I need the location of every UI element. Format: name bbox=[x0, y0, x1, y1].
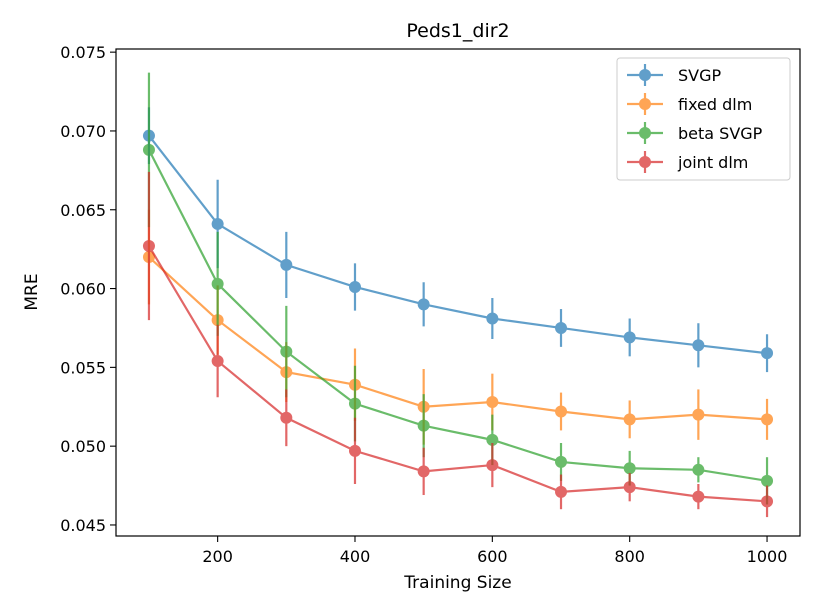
legend-label: SVGP bbox=[678, 66, 722, 85]
data-point bbox=[486, 312, 499, 325]
series-beta-svgp bbox=[142, 72, 774, 505]
data-point bbox=[142, 240, 155, 253]
series-layer bbox=[142, 72, 774, 518]
legend-marker bbox=[627, 151, 663, 173]
data-point bbox=[280, 258, 293, 271]
legend-label: beta SVGP bbox=[678, 124, 763, 143]
data-point bbox=[761, 347, 774, 360]
series-line bbox=[148, 256, 768, 421]
data-point bbox=[692, 490, 705, 503]
data-point bbox=[280, 411, 293, 424]
x-tick-label: 400 bbox=[340, 547, 371, 566]
data-point bbox=[142, 143, 155, 156]
data-point bbox=[280, 345, 293, 358]
data-point bbox=[623, 331, 636, 344]
y-tick-label: 0.060 bbox=[60, 280, 106, 299]
legend-label: fixed dlm bbox=[678, 95, 752, 114]
data-point bbox=[623, 413, 636, 426]
data-point bbox=[417, 419, 430, 432]
plot-frame bbox=[115, 48, 801, 537]
y-tick-label: 0.055 bbox=[60, 358, 106, 377]
chart-title: Peds1_dir2 bbox=[406, 20, 509, 42]
data-point bbox=[417, 298, 430, 311]
legend-point bbox=[639, 69, 651, 81]
data-point bbox=[692, 463, 705, 476]
series-joint-dlm bbox=[142, 171, 774, 518]
data-point bbox=[211, 277, 224, 290]
data-point bbox=[486, 459, 499, 472]
data-point bbox=[211, 355, 224, 368]
data-point bbox=[348, 444, 361, 457]
series-line bbox=[147, 149, 768, 482]
data-point bbox=[211, 217, 224, 230]
legend-point bbox=[639, 127, 651, 139]
legend-label: joint dlm bbox=[677, 153, 748, 172]
legend-frame bbox=[616, 57, 791, 181]
x-axis-label: Training Size bbox=[403, 573, 511, 593]
data-point bbox=[692, 408, 705, 421]
data-point bbox=[555, 321, 568, 334]
legend-item: joint dlm bbox=[627, 151, 748, 173]
y-axis-label: MRE bbox=[22, 273, 42, 310]
data-point bbox=[761, 495, 774, 508]
series-svgp bbox=[142, 107, 774, 373]
data-point bbox=[555, 485, 568, 498]
data-point bbox=[486, 433, 499, 446]
y-tick-label: 0.050 bbox=[60, 437, 106, 456]
x-tick-label: 200 bbox=[202, 547, 233, 566]
y-axis: 0.045 0.050 0.055 0.060 0.065 0.070 0.075 bbox=[60, 43, 116, 535]
data-point bbox=[761, 474, 774, 487]
data-point bbox=[692, 339, 705, 352]
legend-point bbox=[639, 156, 651, 168]
y-tick-label: 0.070 bbox=[60, 122, 106, 141]
x-tick-label: 600 bbox=[477, 547, 508, 566]
data-point bbox=[623, 481, 636, 494]
legend-item: beta SVGP bbox=[627, 122, 763, 144]
legend-point bbox=[639, 98, 651, 110]
y-tick-label: 0.075 bbox=[60, 43, 106, 62]
data-point bbox=[348, 397, 361, 410]
data-point bbox=[623, 462, 636, 475]
legend-item: fixed dlm bbox=[627, 93, 752, 115]
y-tick-label: 0.045 bbox=[60, 516, 106, 535]
series-line bbox=[148, 135, 768, 355]
x-axis: 200 400 600 800 1000 bbox=[202, 536, 787, 566]
legend-marker bbox=[627, 93, 663, 115]
data-point bbox=[486, 396, 499, 409]
legend-item: SVGP bbox=[627, 64, 722, 86]
legend: SVGP fixed dlm beta SVGP joint dlm bbox=[616, 57, 791, 181]
data-point bbox=[348, 280, 361, 293]
legend-marker bbox=[627, 64, 663, 86]
legend-marker bbox=[627, 122, 663, 144]
x-tick-label: 1000 bbox=[747, 547, 788, 566]
y-tick-label: 0.065 bbox=[60, 201, 106, 220]
x-tick-label: 800 bbox=[614, 547, 645, 566]
data-point bbox=[555, 455, 568, 468]
data-point bbox=[417, 465, 430, 478]
series-line bbox=[148, 245, 768, 503]
data-point bbox=[761, 413, 774, 426]
data-point bbox=[555, 405, 568, 418]
